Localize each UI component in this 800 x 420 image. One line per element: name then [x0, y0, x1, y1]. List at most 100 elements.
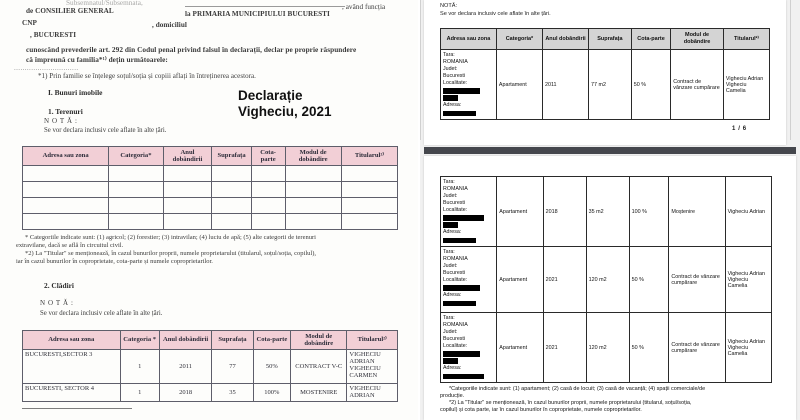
institutie-line: la PRIMARIA MUNICIPIULUI BUCURESTI: [185, 10, 330, 18]
tara-value: ROMANIA: [443, 58, 468, 65]
redaction-bar-localitate: [443, 351, 480, 357]
footnote-line-4: iar în cazul bunurilor în coproprietate,…: [16, 258, 213, 266]
table-row: [21, 197, 399, 214]
cell-suprafata: 35: [211, 383, 254, 402]
cell-adresa: [21, 165, 110, 182]
cell-titularul: [340, 197, 399, 214]
overlay-label-2021-line1: Declarație: [238, 88, 303, 103]
redaction-bar-adresa: [443, 110, 476, 117]
th-titularul: Titularul²⁾: [340, 146, 399, 166]
judet-label: Judet:: [443, 328, 458, 335]
localitate-label: Localitate:: [443, 276, 468, 283]
th-categoria: Categoria*: [108, 146, 164, 166]
cell-cota: 50 %: [630, 48, 672, 121]
cell-suprafata: [211, 181, 252, 198]
intro-line-2: că împreună cu familia*¹⁾ dețin următoar…: [26, 55, 168, 64]
tara-label: Tara:: [443, 178, 455, 185]
cell-cota: 100 %: [628, 175, 670, 248]
localitate-label: Localitate:: [443, 79, 468, 86]
panel-right-edge: [790, 0, 791, 140]
tara-value: ROMANIA: [443, 321, 468, 328]
th-modul: Modul de dobândire: [284, 146, 342, 166]
adresa-label: Adresa:: [443, 102, 462, 109]
right-document-pdf-2024: NOTĂ: Se vor declara inclusiv cele aflat…: [420, 0, 800, 420]
judet-label: Judet:: [443, 192, 458, 199]
header-rule-1: [185, 6, 345, 7]
cell-categoria: Apartament: [496, 175, 544, 248]
adresa-label: Adresa:: [443, 365, 462, 372]
footnotes-terenuri: * Categoriile indicate sunt: (1) agricol…: [16, 234, 408, 267]
table-terenuri-header-row: Adresa sau zona Categoria* Anul dobândir…: [21, 146, 399, 166]
family-note: *1) Prin familie se înțelege soțul/soția…: [38, 72, 256, 80]
cell-categoria: 1: [119, 383, 160, 402]
cell-categoria: Apartament: [496, 246, 544, 314]
cell-titularul: [340, 181, 399, 198]
tara-label: Tara:: [443, 248, 455, 255]
functie-line: de CONSILIER GENERAL: [26, 7, 114, 15]
table-row: [21, 165, 399, 182]
cell-modul: Moștenire: [668, 175, 726, 248]
cell-categoria: [108, 213, 164, 230]
cell-modul: [284, 213, 342, 230]
th-modul: Modul de dobândire: [670, 28, 724, 50]
cell-adresa: Tara: ROMANIA Judet: Bucuresti Localitat…: [439, 175, 498, 248]
pdf-nota-label: NOTĂ:: [440, 3, 458, 9]
cell-anul: 2011: [541, 48, 590, 121]
nota-label-cladiri: N O T Ă :: [40, 299, 74, 307]
th-suprafata: Suprafața: [211, 330, 254, 350]
overlay-label-2021: Declarație Vigheciu, 2021: [238, 88, 332, 120]
intro-line-1: cunoscând prevederile art. 292 din Codul…: [26, 45, 357, 54]
cell-anul: [162, 197, 213, 214]
tara-value: ROMANIA: [443, 185, 468, 192]
table-pdf-header-row: Adresa sau zona Categoria* Anul dobândir…: [440, 28, 771, 50]
tara-label: Tara:: [443, 51, 455, 58]
redaction-bar-localitate-2: [443, 95, 459, 101]
redaction-bar-localitate: [443, 285, 480, 291]
cell-titularul: Vigheciu Adrian Vigheciu Camelia: [724, 312, 773, 384]
th-suprafata: Suprafața: [588, 28, 632, 50]
cell-modul: [284, 197, 342, 214]
judet-value: Bucuresti: [443, 335, 466, 342]
subsemnatul-line: Subsemnatul/Subsemnata,: [66, 0, 143, 7]
section-terenuri: 1. Terenuri: [48, 107, 83, 116]
cell-suprafata: 77: [211, 349, 254, 384]
table-row: BUCURESTI, SECTOR 4 1 2018 35 100% MOSTE…: [22, 383, 398, 402]
adresa-label: Adresa:: [443, 292, 462, 299]
cell-adresa: Tara: ROMANIA Judet: Bucuresti Localitat…: [440, 48, 497, 121]
judet-value: Bucuresti: [443, 269, 466, 276]
nota-text-terenuri: Se vor declara inclusiv cele aflate în a…: [44, 127, 167, 134]
redaction-bar-adresa: [443, 300, 476, 307]
cell-anul: 2011: [158, 349, 213, 384]
domiciliul-line: , domiciliul: [152, 21, 187, 29]
cell-categoria: Apartament: [495, 48, 543, 121]
cell-modul: Contract de vânzare cumpărare: [668, 246, 726, 314]
cell-modul: MOSTENIRE: [290, 383, 348, 402]
th-cota: Cota-parte: [630, 28, 672, 50]
cell-anul: 2018: [542, 175, 587, 248]
cell-anul: [162, 181, 213, 198]
bottom-divider-rule: [22, 408, 132, 409]
cell-adresa: BUCURESTI, SECTOR 4: [22, 383, 121, 402]
cell-suprafata: [211, 197, 252, 214]
section-bunuri-imobile: I. Bunuri imobile: [48, 88, 103, 97]
cell-modul: Contract de vânzare cumpărare: [668, 312, 726, 384]
cell-adresa: [21, 181, 110, 198]
cell-cota: [250, 181, 286, 198]
cell-titularul: Vigheciu Adrian: [724, 175, 773, 248]
redaction-bar-localitate: [443, 88, 480, 94]
cell-cota: [250, 165, 286, 182]
panel-left-edge: [420, 0, 421, 140]
table-row: Tara: ROMANIA Judet: Bucuresti Localitat…: [440, 48, 771, 121]
cell-adresa: [21, 213, 110, 230]
section-cladiri: 2. Clădiri: [44, 281, 74, 290]
cell-cota: 50 %: [628, 246, 670, 314]
redaction-bar-adresa: [443, 373, 484, 380]
cell-cota: 50 %: [628, 312, 670, 384]
cell-suprafata: 35 m2: [585, 175, 630, 248]
judet-label: Judet:: [443, 262, 458, 269]
overlay-label-2021-line2: Vigheciu, 2021: [238, 103, 332, 119]
cell-modul: CONTRACT V-C: [290, 349, 348, 384]
cell-adresa: [21, 197, 110, 214]
redaction-bar-localitate-2: [443, 358, 459, 364]
table-cladiri-header-row: Adresa sau zona Categoria * Anul dobândi…: [22, 330, 398, 350]
